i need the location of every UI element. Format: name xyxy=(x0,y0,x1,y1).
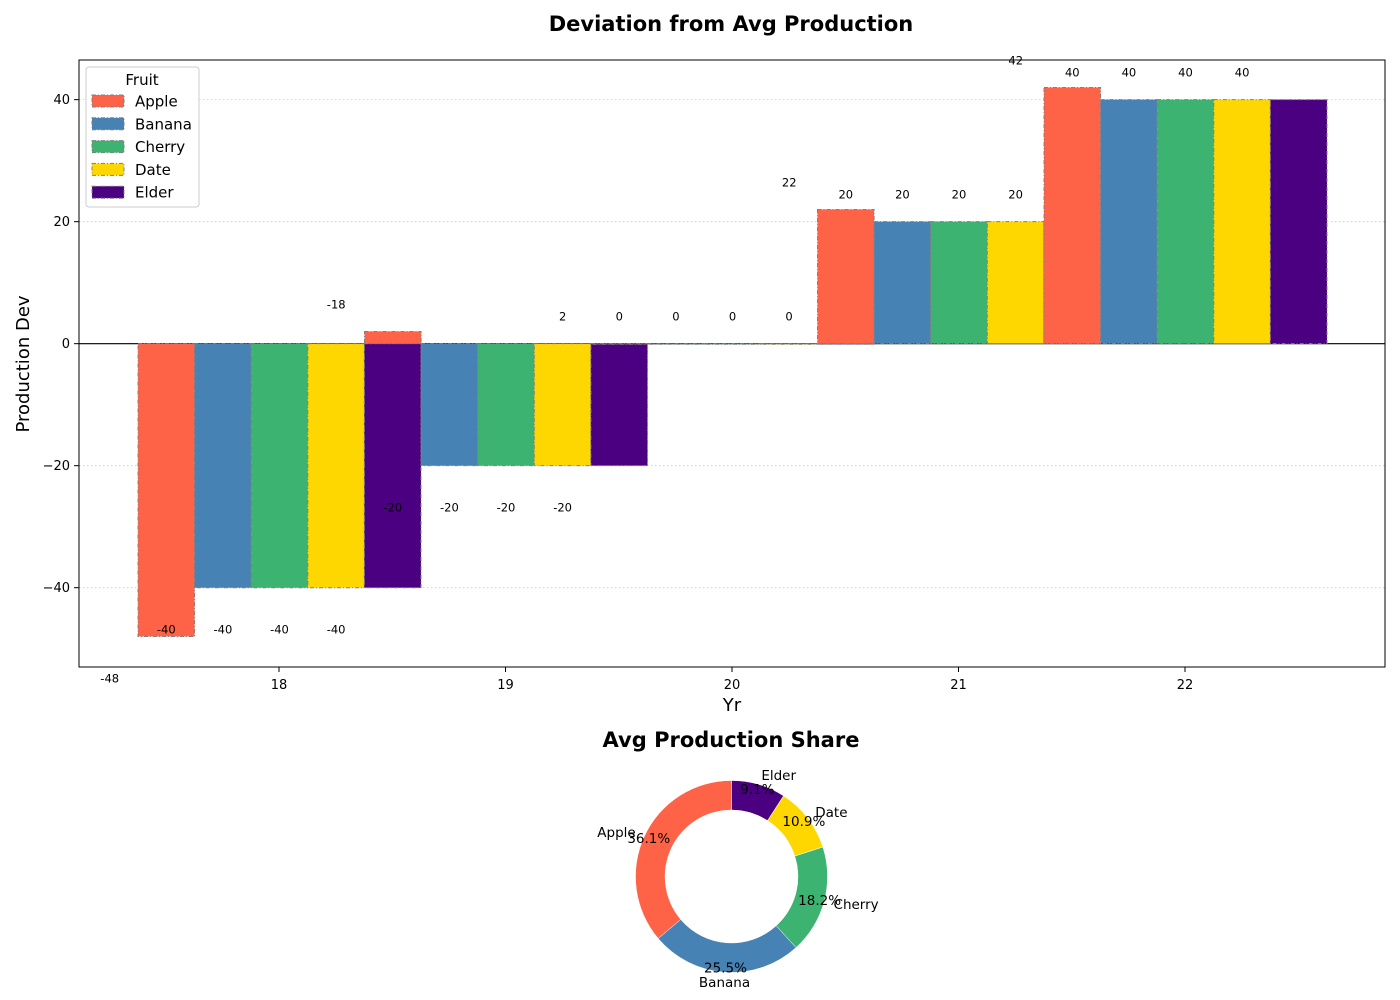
donut-category-label: Cherry xyxy=(834,897,879,913)
legend-label-cherry: Cherry xyxy=(135,138,185,156)
bar-value-label: 0 xyxy=(785,310,792,324)
bar-value-label: 0 xyxy=(616,310,623,324)
bar-elder-22 xyxy=(1269,99,1328,345)
bar-value-label: -40 xyxy=(214,623,233,637)
bar-value-label: 2 xyxy=(559,310,566,324)
bar-value-label: -48 xyxy=(100,671,119,685)
x-tick-label: 22 xyxy=(1177,678,1194,693)
bar-cherry-20 xyxy=(703,343,762,345)
bar-cherry-22 xyxy=(1156,99,1215,345)
bar-value-label: 20 xyxy=(838,188,853,202)
donut-percent-label: 25.5% xyxy=(704,961,747,977)
bar-elder-18 xyxy=(363,343,422,589)
bar-cherry-19 xyxy=(477,343,535,467)
bar-value-label: -40 xyxy=(327,623,346,637)
bar-apple-20 xyxy=(590,343,649,345)
donut-percent-label: 18.2% xyxy=(798,893,841,909)
x-tick-label: 19 xyxy=(497,678,514,693)
x-tick-label: 21 xyxy=(950,678,967,693)
bar-chart-legend: Fruit Apple Banana Cherry Date Elder xyxy=(85,66,200,208)
x-tick-label: 20 xyxy=(724,678,741,693)
bar-date-21 xyxy=(986,221,1045,345)
bar-value-label: -40 xyxy=(157,623,176,637)
legend-label-apple: Apple xyxy=(135,93,178,111)
donut-category-label: Banana xyxy=(699,975,750,991)
y-tick-label: 40 xyxy=(53,93,70,108)
legend-title: Fruit xyxy=(125,71,158,89)
bar-value-label: 20 xyxy=(1008,188,1023,202)
bar-cherry-18 xyxy=(250,343,309,589)
y-tick-label: 0 xyxy=(62,337,70,352)
bar-chart-title: Deviation from Avg Production xyxy=(549,12,914,36)
legend-swatch-banana xyxy=(91,117,125,131)
bar-chart-x-axis-label: Yr xyxy=(722,695,742,716)
legend-swatch-elder xyxy=(91,185,125,199)
bar-banana-19 xyxy=(420,343,479,467)
bar-chart-bars xyxy=(137,86,1328,637)
bar-banana-21 xyxy=(873,221,932,345)
bar-value-label: 40 xyxy=(1065,66,1080,80)
x-tick-label: 18 xyxy=(271,678,288,693)
bar-value-label: 40 xyxy=(1178,66,1193,80)
bar-value-label: 0 xyxy=(729,310,736,324)
y-tick-label: −40 xyxy=(43,581,70,596)
bar-value-label: -20 xyxy=(383,501,402,515)
legend-label-banana: Banana xyxy=(135,115,192,133)
y-tick-label: 20 xyxy=(53,215,70,230)
bar-apple-21 xyxy=(817,208,875,345)
bar-value-label: 40 xyxy=(1235,66,1250,80)
bar-value-label: -20 xyxy=(497,501,516,515)
bar-value-label: 40 xyxy=(1122,66,1137,80)
y-tick-label: −20 xyxy=(43,459,70,474)
donut-slice-apple xyxy=(635,780,732,939)
bar-date-19 xyxy=(533,343,592,467)
bar-elder-19 xyxy=(590,343,649,467)
donut-category-label: Date xyxy=(815,805,847,821)
bar-value-label: 22 xyxy=(782,175,797,189)
bar-apple-22 xyxy=(1043,86,1102,345)
bar-value-label: -20 xyxy=(440,501,459,515)
donut-percent-label: 10.9% xyxy=(782,814,825,830)
bar-date-22 xyxy=(1213,99,1271,345)
bar-value-label: 0 xyxy=(672,310,679,324)
bar-chart-x-ticks: 18 19 20 21 22 xyxy=(271,667,1194,693)
donut-percent-label: 9.1% xyxy=(740,782,774,798)
legend-swatch-date xyxy=(91,162,125,176)
bar-value-label: -20 xyxy=(553,501,572,515)
bar-banana-22 xyxy=(1100,99,1158,345)
donut-percent-label: 36.1% xyxy=(627,831,670,847)
donut-chart-slices xyxy=(635,780,828,973)
donut-chart-title: Avg Production Share xyxy=(603,728,860,752)
legend-swatch-apple xyxy=(91,94,125,108)
bar-value-label: -40 xyxy=(270,623,289,637)
bar-cherry-21 xyxy=(930,221,988,345)
bar-value-label: 20 xyxy=(895,188,910,202)
donut-category-label: Apple xyxy=(597,825,635,841)
legend-swatch-cherry xyxy=(91,140,125,154)
bar-apple-19 xyxy=(364,330,422,345)
legend-entries: Apple Banana Cherry Date Elder xyxy=(91,93,192,202)
donut-category-label: Elder xyxy=(761,768,796,784)
bar-chart-y-axis-label: Production Dev xyxy=(13,295,34,432)
bar-chart-y-ticks: −40 −20 0 20 40 xyxy=(43,93,79,596)
bar-date-18 xyxy=(307,343,365,589)
legend-label-elder: Elder xyxy=(135,184,174,202)
legend-label-date: Date xyxy=(135,161,171,179)
bar-value-label: 20 xyxy=(952,188,967,202)
bar-banana-18 xyxy=(194,343,252,589)
bar-apple-18 xyxy=(137,343,196,637)
bar-date-20 xyxy=(760,343,818,345)
bar-banana-20 xyxy=(647,343,705,345)
bar-value-label: -18 xyxy=(327,297,346,311)
